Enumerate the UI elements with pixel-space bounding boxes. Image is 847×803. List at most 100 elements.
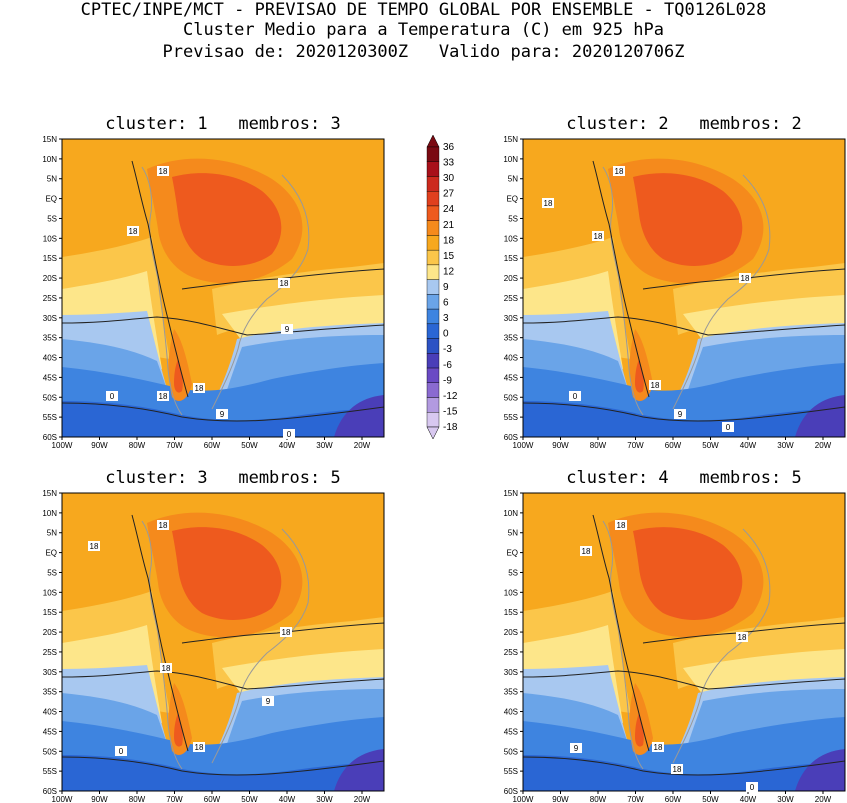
contour-label: 18 xyxy=(193,383,205,393)
lat-tick-label: 30S xyxy=(504,668,518,677)
colorbar-label: 15 xyxy=(443,251,455,262)
lat-tick-label: 45S xyxy=(504,727,518,736)
svg-text:18: 18 xyxy=(162,664,171,673)
svg-text:18: 18 xyxy=(615,167,624,176)
lat-tick-label: EQ xyxy=(506,549,518,558)
svg-text:18: 18 xyxy=(90,542,99,551)
lon-tick-label: 30W xyxy=(316,795,333,803)
lat-tick-label: 5S xyxy=(47,214,57,223)
panel-4-title: cluster: 4 membros: 5 xyxy=(566,468,802,488)
colorbar-label: 3 xyxy=(443,313,449,324)
contour-label: 18 xyxy=(160,663,172,673)
contour-label: 18 xyxy=(615,520,627,530)
lat-tick-label: 5N xyxy=(508,175,518,184)
svg-text:18: 18 xyxy=(617,521,626,530)
svg-text:0: 0 xyxy=(573,392,578,401)
colorbar-label: 24 xyxy=(443,204,455,215)
colorbar-label: -12 xyxy=(443,391,458,402)
contour-label: 18 xyxy=(193,742,205,752)
lat-tick-label: 20S xyxy=(43,274,57,283)
lon-tick-label: 80W xyxy=(129,441,146,450)
svg-text:18: 18 xyxy=(651,381,660,390)
svg-text:18: 18 xyxy=(738,633,747,642)
lon-tick-label: 90W xyxy=(91,441,108,450)
lat-tick-label: 45S xyxy=(43,727,57,736)
contour-label: 18 xyxy=(88,541,100,551)
svg-text:0: 0 xyxy=(110,392,115,401)
lat-tick-label: 60S xyxy=(504,433,518,442)
lat-tick-label: 10S xyxy=(43,588,57,597)
lon-tick-label: 60W xyxy=(204,795,221,803)
colorbar-swatch xyxy=(426,249,440,266)
lat-tick-label: 25S xyxy=(504,648,518,657)
lat-tick-label: 15N xyxy=(503,135,518,144)
contour-label: 18 xyxy=(278,278,290,288)
lat-tick-label: 5N xyxy=(47,175,57,184)
lat-tick-label: 25S xyxy=(43,294,57,303)
contour-label: 18 xyxy=(671,764,683,774)
lon-tick-label: 100W xyxy=(52,795,73,803)
colorbar-label: -15 xyxy=(443,406,458,417)
contour-label: 18 xyxy=(736,632,748,642)
contour-label: 18 xyxy=(580,546,592,556)
lat-tick-label: 15S xyxy=(43,608,57,617)
svg-text:18: 18 xyxy=(673,765,682,774)
contour-label: 18 xyxy=(649,380,661,390)
lon-tick-label: 60W xyxy=(204,441,221,450)
lon-tick-label: 80W xyxy=(590,795,607,803)
lon-tick-label: 70W xyxy=(627,441,644,450)
lon-tick-label: 30W xyxy=(316,441,333,450)
colorbar-swatch xyxy=(426,176,440,192)
lat-tick-label: 40S xyxy=(43,708,57,717)
lon-tick-label: 50W xyxy=(702,441,719,450)
contour-label: 18 xyxy=(157,166,169,176)
colorbar-swatch xyxy=(426,294,440,310)
lat-tick-label: 10N xyxy=(42,155,57,164)
lat-tick-label: 60S xyxy=(43,787,57,796)
colorbar-swatch xyxy=(426,279,440,295)
main-title-line-3: Previsao de: 2020120300Z Valido para: 20… xyxy=(162,42,685,62)
svg-text:18: 18 xyxy=(159,392,168,401)
lat-tick-label: 40S xyxy=(504,708,518,717)
lat-tick-label: 35S xyxy=(43,688,57,697)
lon-tick-label: 90W xyxy=(91,795,108,803)
main-title-line-1: CPTEC/INPE/MCT - PREVISAO DE TEMPO GLOBA… xyxy=(80,0,767,20)
lat-tick-label: 40S xyxy=(504,354,518,363)
lon-tick-label: 20W xyxy=(815,441,832,450)
svg-text:9: 9 xyxy=(220,410,225,419)
colorbar-swatch xyxy=(426,146,440,162)
lon-tick-label: 80W xyxy=(129,795,146,803)
contour-label: 0 xyxy=(115,746,127,756)
lat-tick-label: 45S xyxy=(43,373,57,382)
colorbar-swatch xyxy=(426,308,440,325)
lon-tick-label: 70W xyxy=(166,795,183,803)
svg-text:18: 18 xyxy=(654,743,663,752)
svg-text:18: 18 xyxy=(159,521,168,530)
lon-tick-label: 90W xyxy=(552,795,569,803)
colorbar-label: 30 xyxy=(443,173,455,184)
svg-text:18: 18 xyxy=(582,547,591,556)
lat-tick-label: 50S xyxy=(43,747,57,756)
lat-tick-label: 20S xyxy=(43,628,57,637)
svg-text:18: 18 xyxy=(195,384,204,393)
lat-tick-label: EQ xyxy=(506,195,518,204)
lon-tick-label: 40W xyxy=(740,441,757,450)
lon-tick-label: 80W xyxy=(590,441,607,450)
colorbar-swatch xyxy=(426,191,440,207)
colorbar-swatch xyxy=(426,382,440,398)
colorbar-label: 0 xyxy=(443,329,449,340)
lat-tick-label: 60S xyxy=(43,433,57,442)
contour-label: 18 xyxy=(613,166,625,176)
lat-tick-label: 50S xyxy=(504,393,518,402)
colorbar-label: 21 xyxy=(443,220,455,231)
lat-tick-label: 40S xyxy=(43,354,57,363)
contour-label: 9 xyxy=(262,696,274,706)
contour-label: 0 xyxy=(106,391,118,401)
colorbar-label: 9 xyxy=(443,282,449,293)
colorbar-swatch xyxy=(426,338,440,354)
contour-label: 0 xyxy=(283,429,295,439)
lat-tick-label: 60S xyxy=(504,787,518,796)
contour-label: 0 xyxy=(746,782,758,792)
lat-tick-label: 20S xyxy=(504,628,518,637)
map-panel-2: 15N 10N 5N EQ 5S 10S 15S 20S 25S 30S 35S 40S 45S 50S 5… xyxy=(503,135,846,450)
